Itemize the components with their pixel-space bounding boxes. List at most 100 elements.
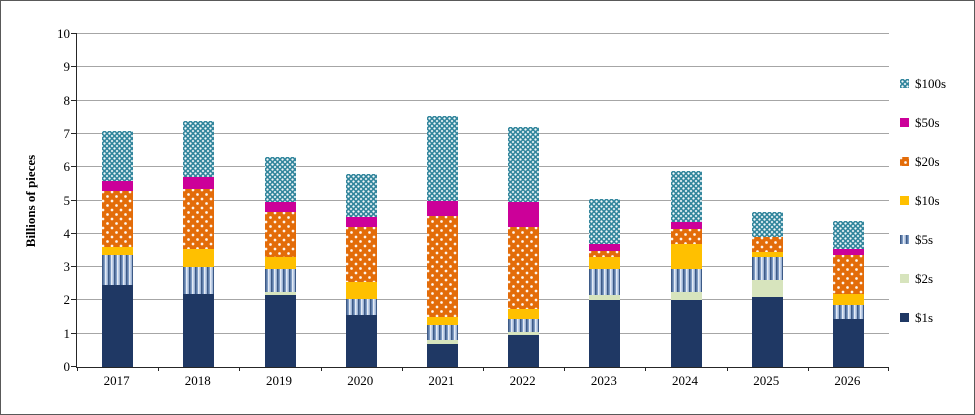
x-axis-tick-label: 2023	[590, 373, 617, 388]
y-axis-tick	[71, 99, 77, 101]
plot-area	[71, 33, 889, 371]
gridline	[77, 199, 889, 201]
x-axis-tick-label: 2018	[184, 373, 211, 388]
gridline	[77, 332, 889, 334]
y-axis-tick-label: 1	[63, 325, 71, 341]
bar-segment-2s-2021	[426, 340, 458, 344]
gridline	[77, 132, 889, 134]
stacked-bar-2020	[345, 173, 377, 367]
bars-container	[77, 34, 889, 367]
bar-segment-50s-2017	[102, 180, 134, 191]
x-axis-tick	[807, 367, 809, 371]
bar-segment-50s-2026	[832, 248, 864, 256]
bar-segment-20s-2020	[345, 227, 377, 283]
stacked-bar-2021	[426, 115, 458, 367]
bar-slot-2017	[77, 34, 158, 367]
bar-segment-10s-2023	[589, 257, 621, 269]
bar-slot-2025	[727, 34, 808, 367]
legend-marker-icon	[900, 196, 909, 205]
y-axis-tick-label: 6	[63, 159, 71, 175]
legend-entry-50s: $50s	[900, 115, 946, 130]
bar-segment-5s-2026	[832, 305, 864, 319]
y-axis-tick-label: 3	[63, 259, 71, 275]
legend-label: $50s	[915, 115, 940, 130]
bar-segment-20s-2022	[508, 227, 540, 309]
gridline	[77, 299, 889, 301]
y-axis-tick	[71, 33, 77, 34]
x-axis-tick-label: 2024	[672, 373, 699, 388]
x-axis-tick	[239, 367, 241, 371]
bar-segment-20s-2021	[426, 215, 458, 318]
bar-segment-50s-2019	[264, 202, 296, 213]
bar-segment-1s-2022	[508, 335, 540, 367]
y-axis-tick	[71, 132, 77, 134]
stacked-bar-2023	[589, 198, 621, 367]
legend: $100s $50s $20s $10s $5s $2s $1s	[900, 76, 946, 349]
legend-label: $20s	[915, 154, 940, 169]
legend-marker-icon	[900, 118, 909, 127]
legend-label: $5s	[915, 232, 934, 247]
bar-segment-100s-2023	[589, 198, 621, 244]
legend-entry-100s: $100s	[900, 76, 946, 91]
x-axis-tick	[645, 367, 647, 371]
bar-segment-1s-2025	[751, 297, 783, 367]
x-axis-tick-label: 2022	[509, 373, 536, 388]
stacked-bar-2018	[183, 120, 215, 367]
bar-segment-100s-2020	[345, 173, 377, 218]
bar-segment-50s-2018	[183, 177, 215, 189]
legend-marker-icon	[900, 235, 909, 244]
bar-segment-2s-2024	[670, 292, 702, 301]
bar-segment-10s-2017	[102, 247, 134, 256]
y-axis-tick	[71, 366, 77, 367]
bar-segment-2s-2022	[508, 332, 540, 336]
bar-segment-5s-2020	[345, 298, 377, 316]
legend-marker-icon	[900, 313, 909, 322]
bar-segment-1s-2023	[589, 300, 621, 367]
legend-label: $2s	[915, 271, 934, 286]
y-axis-tick	[71, 232, 77, 234]
y-axis-tick-label: 5	[63, 192, 71, 208]
bar-segment-20s-2023	[589, 250, 621, 258]
y-axis-tick	[71, 199, 77, 201]
bar-slot-2021	[402, 34, 483, 367]
stacked-bar-2024	[670, 170, 702, 367]
x-axis-tick-label: 2017	[103, 373, 130, 388]
x-axis-tick-label: 2020	[347, 373, 374, 388]
bar-segment-1s-2026	[832, 318, 864, 367]
bar-segment-100s-2022	[508, 127, 540, 203]
legend-label: $10s	[915, 193, 940, 208]
bar-segment-20s-2025	[751, 237, 783, 253]
bar-segment-50s-2023	[589, 243, 621, 251]
bar-segment-5s-2019	[264, 268, 296, 293]
legend-label: $100s	[915, 76, 947, 91]
y-axis-tick-label: 7	[63, 125, 71, 141]
bar-segment-10s-2026	[832, 293, 864, 306]
y-axis-tick	[71, 332, 77, 334]
bar-segment-10s-2025	[751, 252, 783, 258]
bar-segment-50s-2024	[670, 222, 702, 229]
y-axis-title: Billions of pieces	[23, 154, 38, 248]
bar-segment-20s-2018	[183, 188, 215, 249]
y-axis-tick	[71, 66, 77, 68]
bar-slot-2020	[321, 34, 402, 367]
bar-segment-50s-2020	[345, 217, 377, 228]
bar-segment-5s-2017	[102, 255, 134, 286]
legend-entry-1s: $1s	[900, 310, 946, 325]
x-axis-tick-label: 2021	[428, 373, 455, 388]
x-axis-tick-labels: 2017 2018 2019 2020 2021 2022 2023 2024 2025 2026	[76, 373, 888, 389]
stacked-bar-2026	[832, 220, 864, 367]
legend-entry-2s: $2s	[900, 271, 946, 286]
legend-entry-5s: $5s	[900, 232, 946, 247]
legend-marker-icon	[900, 157, 909, 166]
legend-label: $1s	[915, 310, 934, 325]
gridline	[77, 266, 889, 268]
bar-segment-10s-2021	[426, 317, 458, 326]
y-axis-tick	[71, 299, 77, 301]
bar-segment-10s-2020	[345, 282, 377, 299]
bar-segment-1s-2019	[264, 295, 296, 367]
x-axis-tick	[564, 367, 566, 371]
bar-segment-100s-2019	[264, 157, 296, 203]
bar-segment-5s-2021	[426, 325, 458, 341]
legend-marker-icon	[900, 79, 909, 88]
bar-slot-2023	[564, 34, 645, 367]
